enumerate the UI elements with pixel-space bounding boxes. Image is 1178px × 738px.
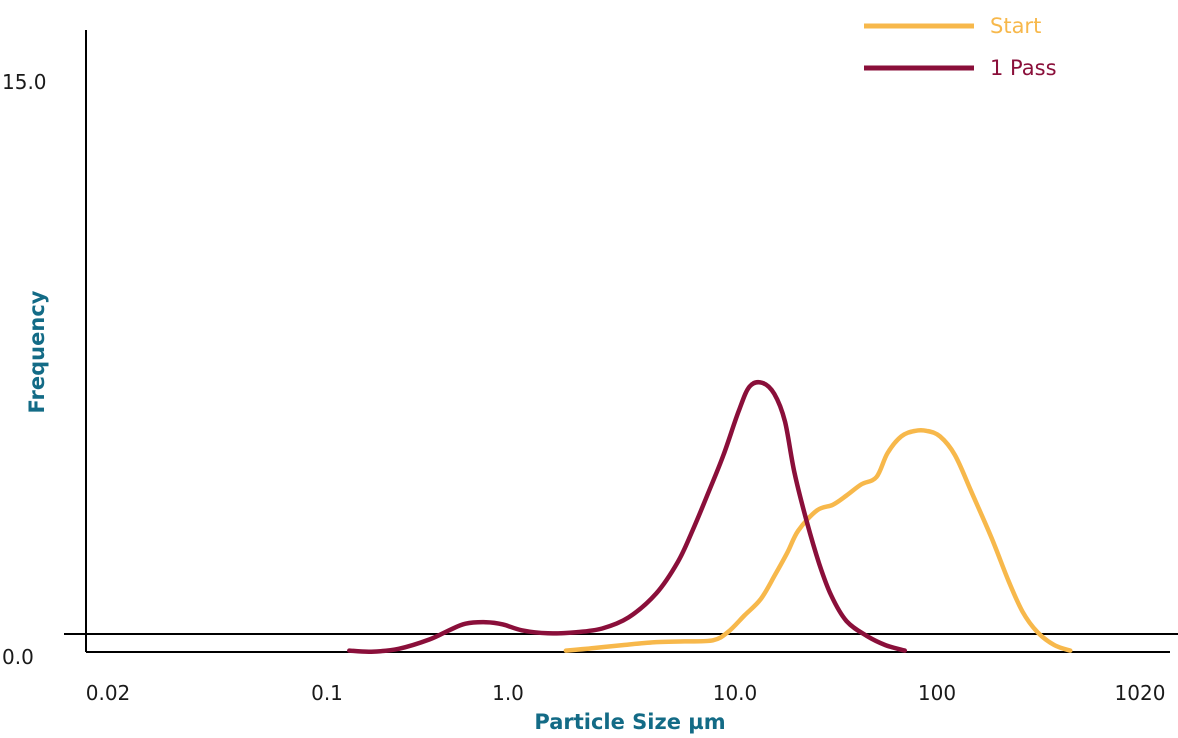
legend-label: Start: [990, 14, 1041, 38]
series-line-1-pass: [347, 380, 908, 654]
legend-label: 1 Pass: [990, 56, 1057, 80]
x-tick-label: 100: [918, 681, 956, 705]
x-tick-label: 0.1: [311, 681, 343, 705]
y-axis-title: Frequency: [25, 290, 49, 413]
x-tick-label: 0.02: [86, 681, 131, 705]
y-tick-label: 0.0: [2, 645, 34, 669]
y-tick-label: 15.0: [2, 70, 47, 94]
x-axis-title: Particle Size µm: [534, 710, 725, 734]
x-tick-label: 10.0: [713, 681, 758, 705]
x-tick-label: 1.0: [492, 681, 524, 705]
x-tick-label: 1020: [1115, 681, 1166, 705]
series-line-start: [563, 427, 1073, 653]
